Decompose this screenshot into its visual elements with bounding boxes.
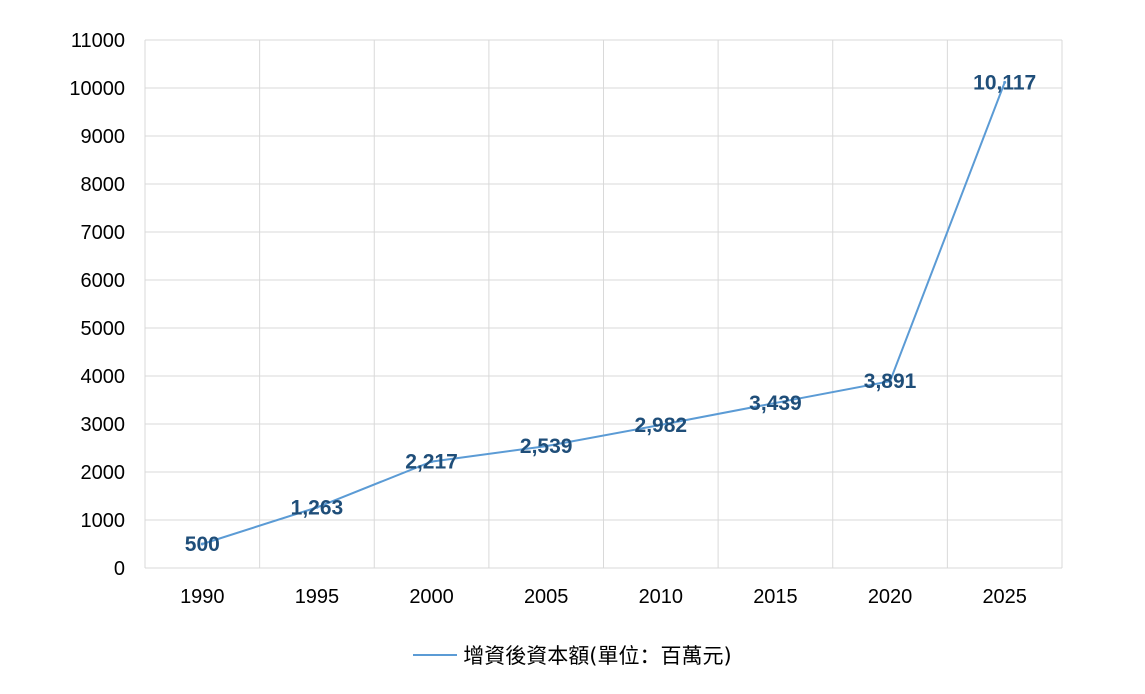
y-tick-label: 9000 bbox=[81, 126, 126, 148]
gridlines bbox=[144, 39, 1063, 569]
y-tick-label: 3000 bbox=[81, 414, 126, 436]
x-tick-label: 1990 bbox=[180, 586, 225, 608]
data-label: 1,263 bbox=[291, 496, 344, 519]
x-tick-label: 2020 bbox=[868, 586, 913, 608]
data-label: 3,891 bbox=[864, 370, 917, 393]
data-point bbox=[888, 379, 892, 383]
x-axis-ticks: 1990 1995 2000 2005 2010 2015 2020 2025 bbox=[180, 586, 1027, 608]
x-tick-label: 1995 bbox=[295, 586, 340, 608]
data-label: 10,117 bbox=[973, 71, 1036, 94]
y-tick-label: 6000 bbox=[81, 270, 126, 292]
data-label: 2,539 bbox=[520, 435, 573, 458]
data-point bbox=[1003, 80, 1007, 84]
legend-line-swatch bbox=[413, 654, 458, 656]
data-label: 2,217 bbox=[405, 451, 458, 474]
data-label: 500 bbox=[185, 533, 220, 556]
series-line bbox=[202, 82, 1006, 545]
series-line-group bbox=[200, 80, 1007, 546]
data-label: 2,982 bbox=[635, 414, 688, 437]
data-point bbox=[315, 505, 319, 509]
x-tick-label: 2005 bbox=[524, 586, 569, 608]
y-tick-label: 8000 bbox=[81, 174, 126, 196]
y-tick-label: 4000 bbox=[81, 366, 126, 388]
data-label: 3,439 bbox=[749, 392, 802, 415]
y-axis-ticks: 0 1000 2000 3000 4000 5000 6000 7000 8000 9000 100… bbox=[69, 30, 125, 580]
x-tick-label: 2000 bbox=[409, 586, 454, 608]
data-point bbox=[773, 401, 777, 405]
data-labels: 500 1,263 2,217 2,539 2,982 3,439 3,891 10,117 bbox=[185, 71, 1036, 556]
data-point bbox=[200, 542, 204, 546]
data-point bbox=[659, 423, 663, 427]
x-tick-label: 2010 bbox=[639, 586, 684, 608]
data-point bbox=[544, 444, 548, 448]
y-tick-label: 2000 bbox=[81, 462, 126, 484]
y-tick-label: 10000 bbox=[69, 78, 125, 100]
y-tick-label: 0 bbox=[114, 558, 125, 580]
y-tick-label: 1000 bbox=[81, 510, 126, 532]
x-tick-label: 2015 bbox=[753, 586, 798, 608]
y-tick-label: 5000 bbox=[81, 318, 126, 340]
legend: 增資後資本額(單位：百萬元) bbox=[0, 640, 1145, 670]
data-point bbox=[430, 460, 434, 464]
y-tick-label: 7000 bbox=[81, 222, 126, 244]
x-tick-label: 2025 bbox=[982, 586, 1027, 608]
legend-label: 增資後資本額(單位：百萬元) bbox=[463, 644, 732, 668]
line-chart: 0 1000 2000 3000 4000 5000 6000 7000 8000 9000 100… bbox=[69, 30, 1063, 608]
y-tick-label: 11000 bbox=[71, 30, 125, 52]
